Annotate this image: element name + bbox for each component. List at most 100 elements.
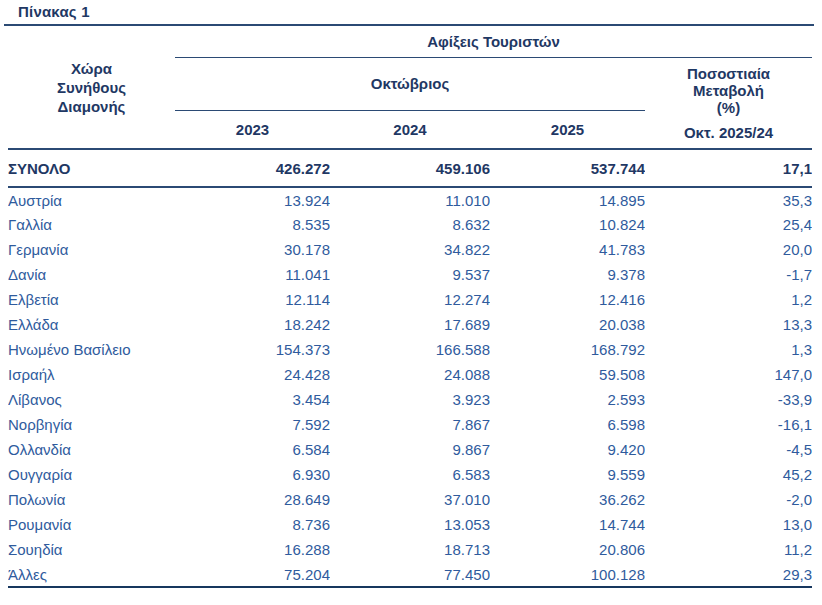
percent-header-line1: Ποσοστιαία: [645, 65, 812, 82]
value-pct-cell: -16,1: [645, 412, 812, 437]
value-2025-cell: 59.508: [490, 362, 645, 387]
value-2024-cell: 9.867: [330, 437, 490, 462]
table-row: Ελλάδα 18.242 17.689 20.038 13,3: [8, 312, 812, 337]
percent-header-line3: (%): [645, 99, 812, 116]
value-2023-cell: 11.041: [175, 262, 330, 287]
table-row: Γαλλία 8.535 8.632 10.824 25,4: [8, 212, 812, 237]
total-2024-cell: 459.106: [330, 149, 490, 187]
value-2025-cell: 168.792: [490, 337, 645, 362]
value-2024-cell: 12.274: [330, 287, 490, 312]
value-2025-cell: 41.783: [490, 237, 645, 262]
value-2024-cell: 24.088: [330, 362, 490, 387]
value-2024-cell: 166.588: [330, 337, 490, 362]
table-row: Σουηδία 16.288 18.713 20.806 11,2: [8, 537, 812, 562]
value-2025-cell: 20.806: [490, 537, 645, 562]
value-2023-cell: 7.592: [175, 412, 330, 437]
total-row: ΣΥΝΟΛΟ 426.272 459.106 537.744 17,1: [8, 149, 812, 187]
value-2024-cell: 9.537: [330, 262, 490, 287]
value-2023-cell: 18.242: [175, 312, 330, 337]
value-2024-cell: 3.923: [330, 387, 490, 412]
value-2024-cell: 34.822: [330, 237, 490, 262]
value-2025-cell: 9.378: [490, 262, 645, 287]
arrivals-group-header: Αφίξεις Τουριστών: [175, 26, 812, 57]
value-pct-cell: -2,0: [645, 487, 812, 512]
value-2024-cell: 11.010: [330, 187, 490, 212]
country-cell: Ελλάδα: [8, 312, 175, 337]
value-pct-cell: 1,3: [645, 337, 812, 362]
total-pct-cell: 17,1: [645, 149, 812, 187]
value-2024-cell: 37.010: [330, 487, 490, 512]
value-2025-cell: 20.038: [490, 312, 645, 337]
value-2023-cell: 3.454: [175, 387, 330, 412]
value-pct-cell: 35,3: [645, 187, 812, 212]
value-pct-cell: 13,0: [645, 512, 812, 537]
country-cell: Ολλανδία: [8, 437, 175, 462]
table-row: Νορβηγία 7.592 7.867 6.598 -16,1: [8, 412, 812, 437]
value-2023-cell: 28.649: [175, 487, 330, 512]
value-2025-cell: 100.128: [490, 562, 645, 587]
year-header-2023: 2023: [175, 110, 330, 149]
country-column-header: Χώρα Συνήθους Διαμονής: [8, 26, 175, 149]
table-row: Λίβανος 3.454 3.923 2.593 -33,9: [8, 387, 812, 412]
value-2023-cell: 16.288: [175, 537, 330, 562]
value-pct-cell: 29,3: [645, 562, 812, 587]
total-2023-cell: 426.272: [175, 149, 330, 187]
value-2023-cell: 6.930: [175, 462, 330, 487]
value-2024-cell: 6.583: [330, 462, 490, 487]
total-2025-cell: 537.744: [490, 149, 645, 187]
percent-header-period: Οκτ. 2025/24: [645, 124, 812, 141]
value-pct-cell: -4,5: [645, 437, 812, 462]
country-cell: Ρουμανία: [8, 512, 175, 537]
value-2023-cell: 154.373: [175, 337, 330, 362]
value-pct-cell: 147,0: [645, 362, 812, 387]
country-cell: Πολωνία: [8, 487, 175, 512]
value-pct-cell: -33,9: [645, 387, 812, 412]
value-2025-cell: 9.420: [490, 437, 645, 462]
value-pct-cell: 45,2: [645, 462, 812, 487]
table-body: ΣΥΝΟΛΟ 426.272 459.106 537.744 17,1 Αυστ…: [8, 149, 812, 587]
country-cell: Ηνωμένο Βασίλειο: [8, 337, 175, 362]
table-row: Αυστρία 13.924 11.010 14.895 35,3: [8, 187, 812, 212]
value-2024-cell: 7.867: [330, 412, 490, 437]
year-header-2024: 2024: [330, 110, 490, 149]
value-2023-cell: 6.584: [175, 437, 330, 462]
value-2025-cell: 14.895: [490, 187, 645, 212]
value-2025-cell: 2.593: [490, 387, 645, 412]
table-row: Ελβετία 12.114 12.274 12.416 1,2: [8, 287, 812, 312]
table-row: Δανία 11.041 9.537 9.378 -1,7: [8, 262, 812, 287]
value-2023-cell: 12.114: [175, 287, 330, 312]
value-pct-cell: 13,3: [645, 312, 812, 337]
tourist-arrivals-table: Χώρα Συνήθους Διαμονής Αφίξεις Τουριστών…: [8, 26, 812, 588]
table-row: Γερμανία 30.178 34.822 41.783 20,0: [8, 237, 812, 262]
country-cell: Νορβηγία: [8, 412, 175, 437]
country-header-line1: Χώρα: [8, 59, 175, 78]
country-cell: Λίβανος: [8, 387, 175, 412]
value-2025-cell: 10.824: [490, 212, 645, 237]
table-title: Πίνακας 1: [18, 3, 90, 20]
value-2023-cell: 13.924: [175, 187, 330, 212]
table-row: Άλλες 75.204 77.450 100.128 29,3: [8, 562, 812, 587]
value-pct-cell: -1,7: [645, 262, 812, 287]
value-pct-cell: 25,4: [645, 212, 812, 237]
table-row: Πολωνία 28.649 37.010 36.262 -2,0: [8, 487, 812, 512]
value-2025-cell: 36.262: [490, 487, 645, 512]
percent-change-header: Ποσοστιαία Μεταβολή (%) Οκτ. 2025/24: [645, 57, 812, 149]
value-2025-cell: 14.744: [490, 512, 645, 537]
value-2023-cell: 24.428: [175, 362, 330, 387]
year-header-2025: 2025: [490, 110, 645, 149]
value-2024-cell: 17.689: [330, 312, 490, 337]
total-label-cell: ΣΥΝΟΛΟ: [8, 149, 175, 187]
percent-header-line2: Μεταβολή: [645, 82, 812, 99]
table-row: Ισραήλ 24.428 24.088 59.508 147,0: [8, 362, 812, 387]
table-row: Ουγγαρία 6.930 6.583 9.559 45,2: [8, 462, 812, 487]
value-2023-cell: 75.204: [175, 562, 330, 587]
country-cell: Ελβετία: [8, 287, 175, 312]
country-cell: Γαλλία: [8, 212, 175, 237]
value-2023-cell: 8.736: [175, 512, 330, 537]
value-2025-cell: 12.416: [490, 287, 645, 312]
value-2024-cell: 77.450: [330, 562, 490, 587]
value-2023-cell: 8.535: [175, 212, 330, 237]
value-pct-cell: 20,0: [645, 237, 812, 262]
country-header-line2: Συνήθους: [8, 78, 175, 97]
country-cell: Ουγγαρία: [8, 462, 175, 487]
